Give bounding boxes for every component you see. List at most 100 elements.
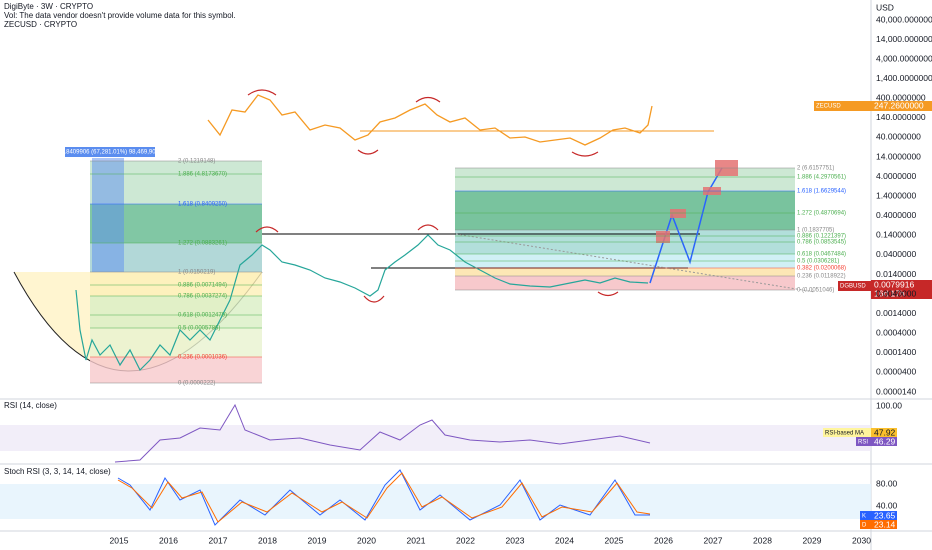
fib-label: 0.786 (0.0853545) [797, 240, 846, 246]
fib-label: 0.382 (0.0200068) [797, 266, 846, 272]
price-label: 0.0001400 [876, 347, 916, 357]
price-label: 0.4000000 [876, 210, 916, 220]
symbol-title: DigiByte · 3W · CRYPTO [4, 2, 93, 11]
stoch-upper: 80.00 [876, 478, 898, 488]
fib-label: 0.786 (0.0037274) [178, 294, 227, 300]
price-label: 140.0000000 [876, 112, 926, 122]
dgb-price [75, 234, 649, 372]
fib-label: 0.236 (0.0118922) [797, 274, 846, 280]
price-label: 0.0140000 [876, 269, 916, 279]
year-label: 2028 [753, 535, 772, 545]
measure-box [65, 147, 155, 157]
d-value-badge [871, 520, 897, 529]
price-label: 0.0040000 [876, 288, 916, 298]
zec-price: 247.2600000 [874, 100, 924, 110]
k-value-badge [871, 511, 897, 520]
dgb-price: 0.0079916 [874, 279, 914, 289]
k-name: K [862, 514, 866, 520]
price-label: 0.0400000 [876, 249, 916, 259]
fib-label: 0 (0.0051046) [797, 288, 834, 294]
rsi-top: 100.00 [876, 400, 902, 410]
rsi-name: RSI [858, 440, 868, 446]
rsi-title: RSI (14, close) [4, 401, 57, 410]
currency: USD [876, 2, 894, 12]
price-label: 400.0000000 [876, 93, 926, 103]
fib-label: 0.236 (0.0001036) [178, 355, 227, 361]
price-label: 14,000.0000000 [876, 34, 932, 44]
year-label: 2015 [110, 535, 129, 545]
fib-label: 0.5 (0.0306281) [797, 259, 839, 265]
year-label: 2018 [258, 535, 277, 545]
year-label: 2016 [159, 535, 178, 545]
zec-line [207, 94, 653, 146]
year-label: 2023 [506, 535, 525, 545]
fib-label: 1.272 (0.4870694) [797, 211, 846, 217]
d-badge [860, 520, 871, 529]
fib-label: 1.886 (4.8173670) [178, 172, 227, 178]
rsi-line [114, 403, 651, 463]
fib-label: 0.886 (0.0071494) [178, 283, 227, 289]
price-label: 0.0014000 [876, 308, 916, 318]
stoch-lower: 40.00 [876, 500, 898, 510]
zec-price-badge [871, 101, 932, 111]
k-value: 23.65 [874, 510, 896, 520]
fib-label: 1 (0.1837705) [797, 228, 834, 234]
dgb-symbol: DGBUSD [840, 284, 866, 290]
year-label: 2019 [308, 535, 327, 545]
rsi-value: 46.29 [874, 436, 896, 446]
year-label: 2025 [605, 535, 624, 545]
fib-label: 0.886 (0.1221397) [797, 234, 846, 240]
year-label: 2029 [803, 535, 822, 545]
fib-left-zones [90, 158, 262, 383]
d-value: 23.14 [874, 519, 896, 529]
price-label: 0.0004000 [876, 328, 916, 338]
pivot-arcs [247, 89, 619, 303]
fib-label: 1.618 (0.8409250) [178, 202, 227, 208]
stoch-k [117, 469, 650, 526]
year-label: 2027 [704, 535, 723, 545]
price-label: 1,400.0000000 [876, 73, 932, 83]
fib-label: 1.618 (1.6629544) [797, 189, 846, 195]
rsi-value-badge [871, 437, 897, 446]
year-label: 2026 [654, 535, 673, 545]
dgb-badge [838, 281, 871, 291]
price-label: 0.0000400 [876, 367, 916, 377]
price-label: 0.1400000 [876, 230, 916, 240]
fib-label: 1.272 (0.0883261) [178, 241, 227, 247]
fib-label: 0.618 (0.0012479) [178, 313, 227, 319]
d-name: D [862, 523, 867, 529]
fib-label: 2 (0.1219148) [178, 159, 215, 165]
fib-label: 2 (6.6157751) [797, 166, 834, 172]
fib-label: 0.618 (0.0467484) [797, 252, 846, 258]
rsi-ma-badge [823, 428, 871, 437]
price-label: 1.4000000 [876, 190, 916, 200]
stoch-band [0, 484, 871, 519]
rsi-ma-value-badge [871, 428, 897, 437]
year-label: 2030 [852, 535, 871, 545]
stoch-d [117, 472, 651, 523]
price-label: 4.0000000 [876, 171, 916, 181]
trend-line [455, 233, 816, 293]
dgb-price-badge [871, 280, 932, 299]
price-label: 40,000.0000000 [876, 14, 932, 24]
zec-badge [814, 101, 871, 111]
fib-right-zones [455, 168, 795, 290]
overlay-symbol: ZECUSD · CRYPTO [4, 20, 77, 29]
year-label: 2022 [456, 535, 475, 545]
volume-note: Vol: The data vendor doesn't provide vol… [4, 11, 236, 20]
price-label: 0.0000140 [876, 386, 916, 396]
year-label: 2017 [209, 535, 228, 545]
measure-label: 9.8409906 (67,281.01%) 98,469,906 [61, 150, 159, 156]
year-label: 2020 [357, 535, 376, 545]
rsi-name-badge [856, 437, 871, 446]
stoch-title: Stoch RSI (3, 3, 14, 14, close) [4, 467, 111, 476]
price-label: 40.0000000 [876, 132, 921, 142]
rsi-ma-name: RSI-based MA [825, 431, 864, 437]
dgb-countdown: 16d 17h [874, 288, 905, 298]
rsi-band [0, 425, 871, 451]
rsi-ma-value: 47.92 [874, 427, 896, 437]
year-label: 2021 [407, 535, 426, 545]
price-label: 4,000.0000000 [876, 53, 932, 63]
year-label: 2024 [555, 535, 574, 545]
